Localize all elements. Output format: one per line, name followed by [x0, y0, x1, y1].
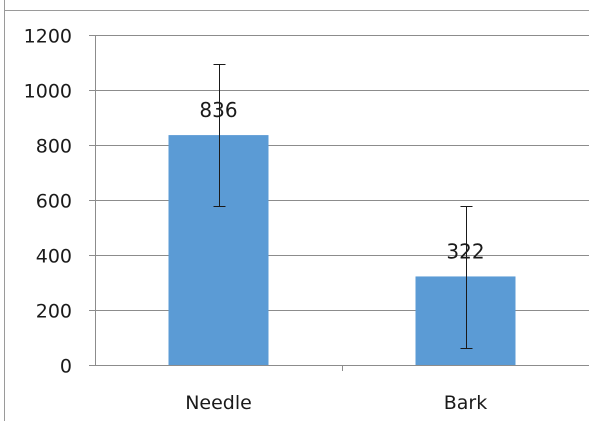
data-label-bark: 322: [446, 239, 484, 263]
bars: [168, 135, 516, 365]
y-tick-label: 800: [36, 136, 72, 158]
labels: 0 200 400 600 800 1000 1200 836 Needle 322 Bark: [24, 26, 488, 415]
data-label-needle: 836: [199, 98, 237, 122]
y-tick-label: 400: [36, 246, 72, 268]
y-tick-label: 0: [60, 356, 72, 378]
error-bars: [213, 64, 473, 349]
y-tick-label: 1200: [24, 26, 72, 48]
x-category-label: Needle: [185, 392, 252, 414]
y-tick-label: 200: [36, 301, 72, 323]
y-tick-label: 600: [36, 191, 72, 213]
y-tick-label: 1000: [24, 81, 72, 103]
bar-needle: [168, 135, 269, 365]
x-category-label: Bark: [444, 392, 488, 414]
axes: [89, 35, 589, 371]
bar-bark: [415, 276, 516, 365]
